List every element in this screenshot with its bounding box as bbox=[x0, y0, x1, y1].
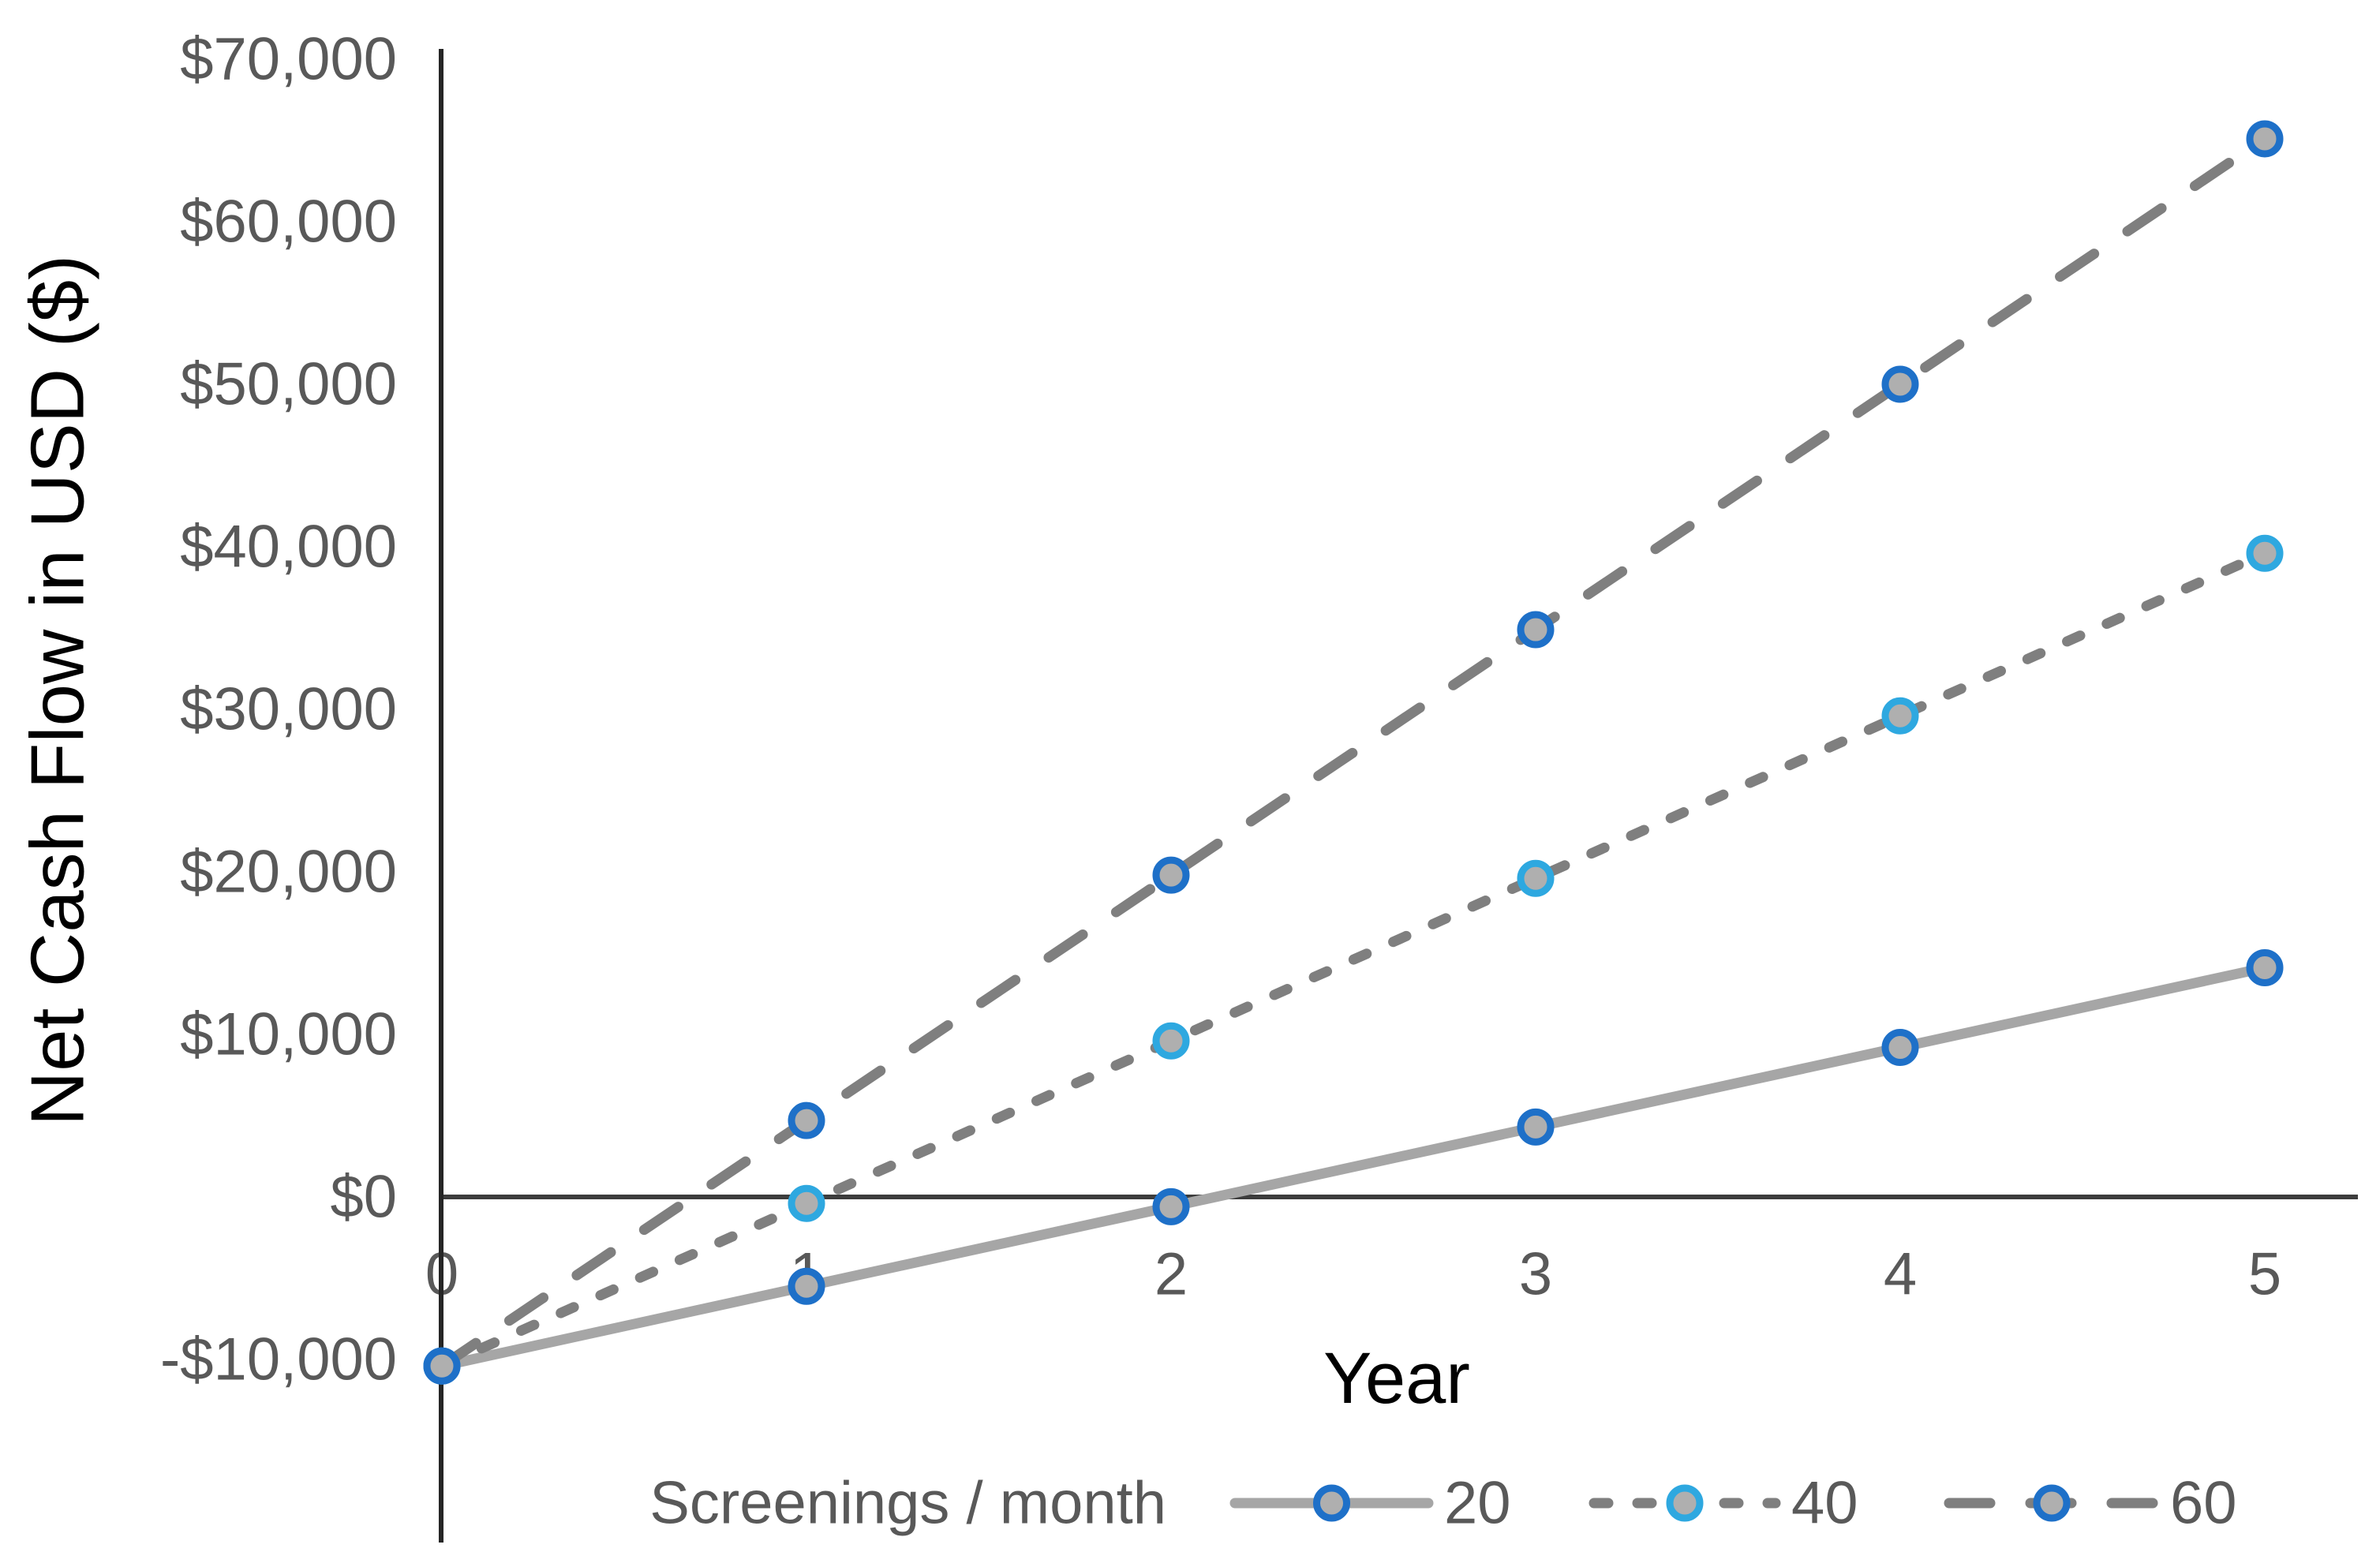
y-axis-title: Net Cash Flow in USD ($) bbox=[16, 255, 100, 1126]
series-40-line bbox=[436, 548, 2270, 1371]
series-40-marker bbox=[2246, 534, 2284, 572]
series-60-marker bbox=[788, 1101, 825, 1139]
series-20-marker bbox=[1152, 1187, 1190, 1225]
series-20-marker bbox=[1881, 1028, 1919, 1066]
legend-title: Screenings / month bbox=[649, 1470, 1166, 1537]
series-60-marker bbox=[2246, 120, 2284, 158]
series-20-marker bbox=[2246, 949, 2284, 987]
legend-item-label-40: 40 bbox=[1791, 1470, 1858, 1537]
series-60-marker bbox=[423, 1347, 461, 1385]
x-axis-title: Year bbox=[1323, 1338, 1470, 1419]
y-tick-label: $40,000 bbox=[180, 514, 397, 581]
y-tick-label: $30,000 bbox=[180, 676, 397, 743]
x-tick-label: 4 bbox=[1884, 1241, 1917, 1308]
series-20-line bbox=[436, 963, 2270, 1371]
series-20-marker bbox=[1517, 1108, 1555, 1146]
y-tick-label: $20,000 bbox=[180, 839, 397, 906]
y-tick-label: $70,000 bbox=[180, 26, 397, 93]
series-60-marker bbox=[1517, 611, 1555, 649]
legend-swatch-marker-40 bbox=[1666, 1484, 1704, 1522]
y-tick-label: $0 bbox=[330, 1164, 397, 1231]
x-tick-label: 5 bbox=[2248, 1241, 2281, 1308]
legend-item-label-60: 60 bbox=[2170, 1470, 2237, 1537]
y-tick-label: $50,000 bbox=[180, 351, 397, 418]
series-40-marker bbox=[1881, 697, 1919, 735]
series-20-marker bbox=[788, 1267, 825, 1305]
series-60-marker bbox=[1152, 856, 1190, 894]
y-tick-label: $60,000 bbox=[180, 189, 397, 256]
series-60-marker bbox=[1881, 365, 1919, 403]
legend-item-label-20: 20 bbox=[1444, 1470, 1511, 1537]
x-tick-label: 3 bbox=[1519, 1241, 1552, 1308]
series-40-marker bbox=[1517, 859, 1555, 897]
legend-swatch-marker-20 bbox=[1313, 1484, 1350, 1522]
legend-swatch-marker-60 bbox=[2033, 1484, 2071, 1522]
series-60-line bbox=[436, 133, 2270, 1371]
series-40-marker bbox=[1152, 1022, 1190, 1060]
y-tick-label: -$10,000 bbox=[160, 1326, 397, 1393]
x-tick-label: 2 bbox=[1154, 1241, 1188, 1308]
y-tick-label: $10,000 bbox=[180, 1001, 397, 1068]
series-40-marker bbox=[788, 1184, 825, 1222]
